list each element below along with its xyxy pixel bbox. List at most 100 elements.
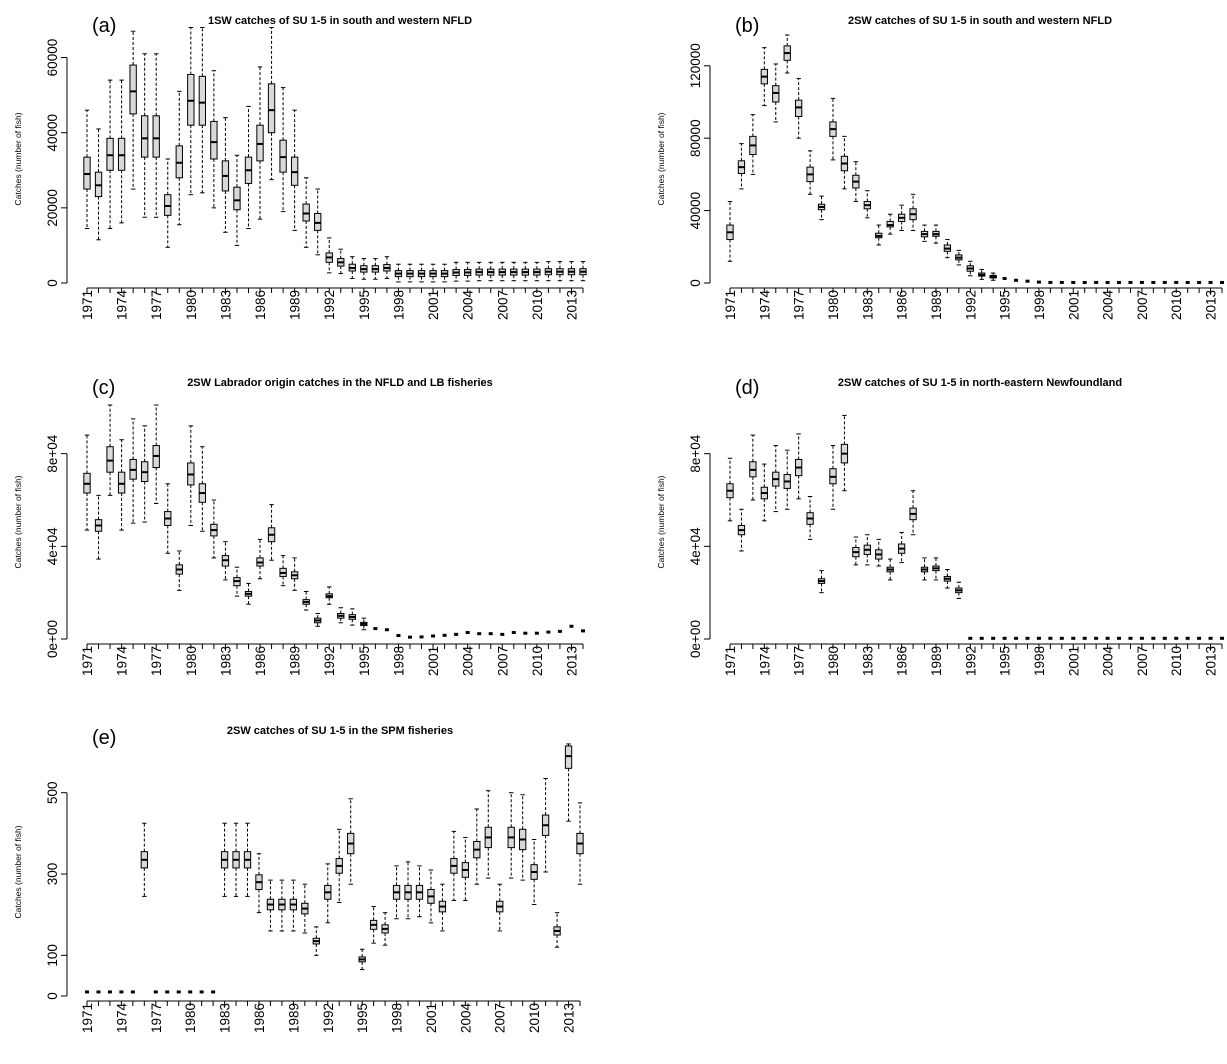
median-dot [1014,636,1019,640]
panel-title: 2SW catches of SU 1-5 in south and weste… [848,15,1112,27]
box-1999 [1048,280,1053,284]
x-tick-label: 1980 [184,290,199,320]
box-2012 [1197,280,1202,284]
box-2001 [431,634,436,638]
median-dot [1128,636,1133,640]
median-dot [534,631,539,635]
x-tick-label: 1998 [391,646,406,676]
box-1980 [829,97,837,161]
box-1980 [188,990,193,994]
box-2009 [1162,636,1167,640]
box-2011 [541,777,550,873]
box-1992 [966,260,974,277]
box-2005 [473,808,481,885]
x-tick-label: 2007 [1135,646,1150,676]
median-dot [419,635,424,639]
median-dot [1025,279,1030,283]
median-dot [465,631,470,635]
x-tick-label: 2001 [1066,290,1081,320]
box-1974 [760,47,768,107]
x-tick-label: 1974 [757,290,772,321]
x-tick-label: 2010 [527,1003,542,1033]
box-1996 [369,906,378,944]
box-1981 [840,135,849,190]
x-tick-label: 1986 [253,290,268,320]
panel-c: (c) 2SW Labrador origin catches in the NF… [13,377,585,676]
box-2011 [546,630,551,634]
box-1990 [943,568,952,589]
box-2011 [544,261,553,282]
box-2004 [465,631,470,635]
box-1982 [211,990,216,994]
box-1999 [404,861,412,920]
x-tick-label: 1983 [218,646,233,676]
box-1990 [943,239,952,259]
box-1987 [909,490,917,536]
box-1994 [347,798,355,885]
box-2000 [415,865,424,918]
box-2002 [438,883,447,932]
box-1983 [221,117,230,233]
box-2012 [557,629,562,633]
box-2006 [487,261,495,282]
median-dot [1139,636,1144,640]
x-tick-label: 2013 [564,646,579,676]
box-1991 [955,581,963,599]
median-dot [176,990,181,994]
box-1984 [875,224,883,246]
box-1990 [302,177,310,248]
box-1987 [266,879,275,932]
box-1985 [244,105,253,230]
box-2009 [521,261,529,282]
x-tick-label: 2001 [424,1003,439,1033]
x-tick-label: 2010 [530,290,545,320]
x-tick-label: 1989 [288,646,303,676]
median-dot [1059,636,1064,640]
box-2008 [1151,636,1156,640]
box-2006 [484,790,492,879]
box-1978 [165,990,170,994]
x-tick-label: 1971 [80,1003,95,1033]
box-1989 [932,557,940,581]
box-1994 [348,608,356,626]
panel-b: (b) 2SW catches of SU 1-5 in south and we… [656,15,1224,320]
median-dot [1220,280,1224,284]
box-1978 [806,496,814,540]
median-dot [1036,636,1041,640]
x-tick-label: 1977 [792,290,807,320]
x-tick-label: 2007 [495,290,510,320]
box-1998 [394,263,403,283]
box-1977 [152,404,160,504]
box-1971 [726,201,734,262]
x-tick-label: 1980 [826,646,841,676]
box-1972 [94,128,103,241]
x-tick-label: 2010 [1169,646,1184,676]
box-2003 [450,830,458,901]
box-2008 [507,792,515,879]
box-2009 [519,794,527,881]
x-tick-label: 1986 [252,1003,267,1033]
box-1990 [302,591,310,611]
median-dot [581,629,585,633]
median-dot [1151,280,1156,284]
box-1979 [175,550,183,591]
box-1983 [863,534,871,566]
median-dot [1208,636,1213,640]
iqr-box [564,745,573,769]
box-1992 [325,586,333,605]
median-dot [1014,278,1019,282]
y-tick-label: 300 [45,863,60,886]
median-dot [85,990,89,994]
box-1993 [337,607,345,624]
x-tick-label: 2004 [461,290,476,321]
box-1989 [290,557,299,591]
median-dot [1185,636,1190,640]
x-tick-label: 1992 [321,1003,336,1033]
median-dot [511,631,516,635]
box-2008 [510,261,518,282]
median-dot [1162,280,1167,284]
box-1984 [232,822,240,897]
box-1998 [1036,280,1041,284]
box-1988 [279,87,287,213]
x-tick-label: 1992 [963,646,978,676]
